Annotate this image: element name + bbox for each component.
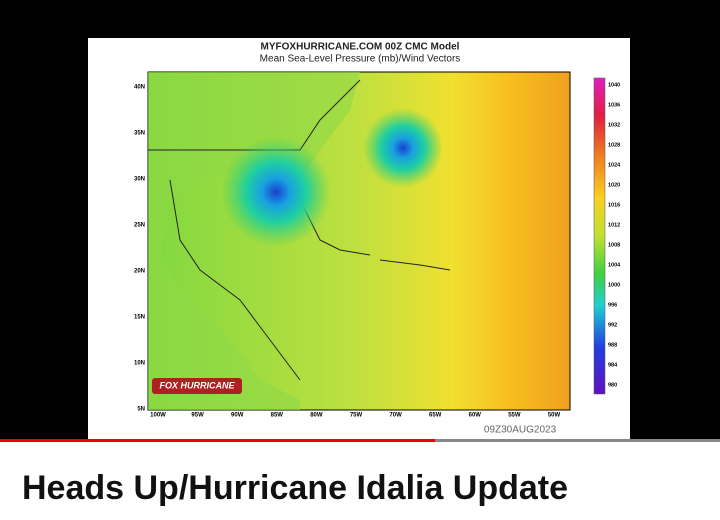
colorbar-label: 1036: [608, 102, 620, 108]
low-pressure: [363, 108, 443, 188]
colorbar-label: 1012: [608, 222, 620, 228]
low-pressure: [221, 137, 331, 247]
progress-played: [0, 439, 435, 442]
lon-label: 70W: [389, 413, 402, 419]
progress-remaining: [435, 439, 720, 442]
video-title[interactable]: Heads Up/Hurricane Idalia Update: [22, 469, 568, 507]
colorbar-label: 1008: [608, 242, 620, 248]
colorbar-label: 992: [608, 322, 617, 328]
colorbar: [593, 77, 606, 395]
lon-label: 100W: [150, 413, 166, 419]
coastline: [148, 79, 451, 381]
lon-label: 80W: [310, 413, 323, 419]
lat-label: 35N: [134, 131, 145, 137]
colorbar-label: 1024: [608, 162, 621, 168]
lon-label: 55W: [508, 413, 521, 419]
map-subtitle: Mean Sea-Level Pressure (mb)/Wind Vector…: [260, 54, 461, 65]
colorbar-label: 1020: [608, 182, 620, 188]
colorbar-label: 980: [608, 382, 617, 388]
lon-label: 75W: [350, 413, 363, 419]
colorbar-label: 984: [608, 362, 618, 368]
map-title: MYFOXHURRICANE.COM 00Z CMC Model: [261, 42, 460, 53]
lat-label: 25N: [134, 223, 145, 229]
colorbar-label: 988: [608, 342, 617, 348]
colorbar-label: 1028: [608, 142, 620, 148]
colorbar-label: 1000: [608, 282, 620, 288]
timestamp: 09Z30AUG2023: [484, 425, 557, 436]
lon-label: 60W: [469, 413, 482, 419]
lat-label: 15N: [134, 315, 145, 321]
lat-label: 30N: [134, 177, 145, 183]
lat-label: 20N: [134, 269, 145, 275]
lat-label: 10N: [134, 361, 145, 367]
lon-label: 85W: [271, 413, 284, 419]
lon-label: 65W: [429, 413, 442, 419]
colorbar-label: 996: [608, 302, 617, 308]
colorbar-label: 1040: [608, 82, 620, 88]
lon-label: 95W: [191, 413, 204, 419]
lon-label: 90W: [231, 413, 244, 419]
logo-badge: [152, 378, 242, 394]
lon-label: 50W: [548, 413, 561, 419]
lat-label: 5N: [137, 407, 145, 413]
logo: FOX HURRICANE: [159, 380, 235, 390]
colorbar-label: 1004: [608, 262, 621, 268]
colorbar-label: 1016: [608, 202, 620, 208]
lat-label: 40N: [134, 85, 145, 91]
colorbar-label: 1032: [608, 122, 620, 128]
